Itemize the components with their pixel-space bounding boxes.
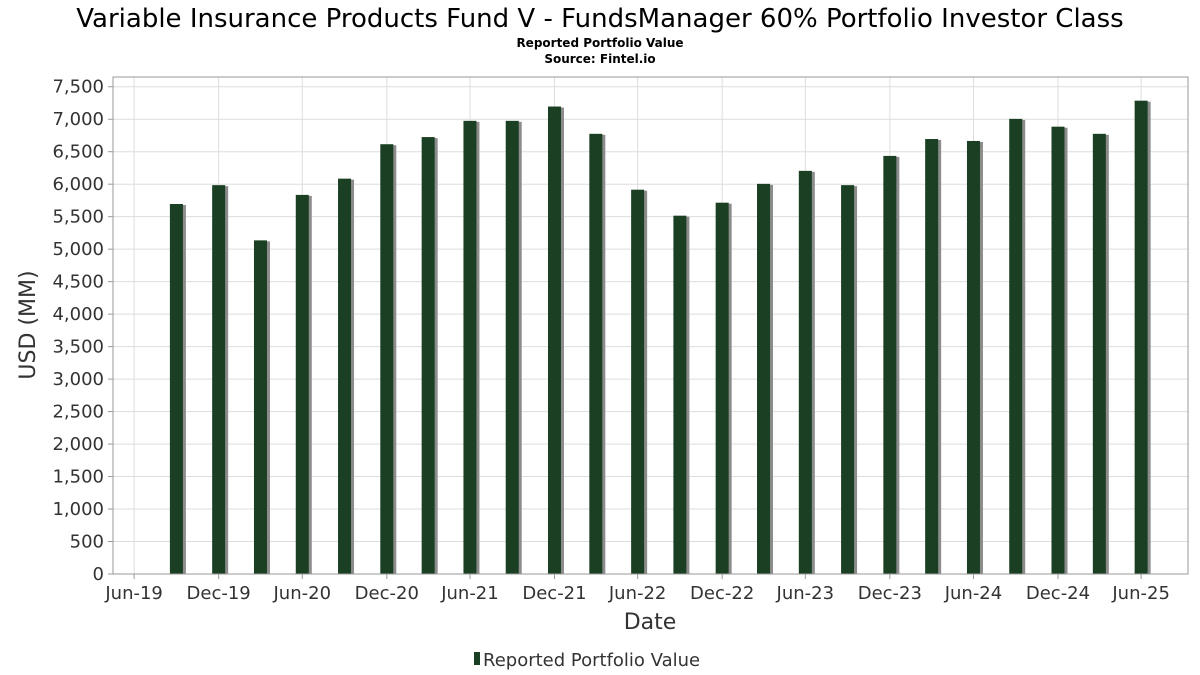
bar [1092, 133, 1106, 574]
bar [673, 215, 687, 574]
chart-title: Variable Insurance Products Fund V - Fun… [76, 4, 1123, 34]
x-axis: Jun-19 Dec-19 Jun-20 Dec-20 Jun-21 Dec-21 Jun-… [104, 574, 1170, 604]
bar [547, 106, 561, 574]
bar [1009, 118, 1023, 575]
legend: Reported Portfolio Value [474, 650, 700, 671]
x-tick-label: Dec-19 [187, 583, 251, 604]
bar [966, 140, 980, 574]
y-tick-label: 500 [70, 532, 104, 553]
bar [631, 189, 645, 574]
x-tick-label: Jun-19 [104, 583, 163, 604]
bar [757, 183, 771, 574]
x-tick-label: Jun-25 [1111, 583, 1170, 604]
x-tick-label: Dec-21 [522, 583, 586, 604]
bar [715, 202, 729, 574]
x-tick-label: Dec-20 [355, 583, 419, 604]
y-tick-label: 5,500 [52, 207, 104, 228]
bar [380, 144, 394, 574]
y-tick-label: 3,500 [52, 337, 104, 358]
bar [295, 194, 309, 574]
chart-subtitle: Reported Portfolio Value [516, 36, 683, 50]
bar [253, 240, 267, 575]
bar [421, 137, 435, 574]
y-tick-label: 6,000 [52, 174, 104, 195]
chart-source: Source: Fintel.io [544, 52, 655, 66]
bar [1134, 100, 1148, 574]
x-tick-label: Jun-24 [944, 583, 1003, 604]
x-tick-label: Jun-23 [776, 583, 835, 604]
legend-label: Reported Portfolio Value [483, 650, 700, 671]
plot-area [113, 77, 1188, 574]
y-tick-label: 7,000 [52, 109, 104, 130]
y-tick-label: 0 [93, 564, 104, 585]
bar [505, 120, 519, 574]
bar [338, 178, 352, 574]
y-tick-label: 4,000 [52, 304, 104, 325]
y-axis: 0 500 1,000 1,500 2,000 2,500 3,000 3,500 4,000 4… [52, 77, 113, 585]
bar [212, 185, 226, 575]
x-tick-label: Dec-22 [690, 583, 754, 604]
x-axis-label: Date [624, 610, 677, 635]
bar [1051, 126, 1065, 575]
y-tick-label: 5,000 [52, 239, 104, 260]
plot-frame [112, 76, 1189, 575]
x-tick-label: Jun-22 [608, 583, 667, 604]
bar [925, 139, 939, 574]
bar [463, 120, 477, 574]
x-tick-label: Dec-24 [1026, 583, 1090, 604]
x-tick-label: Jun-20 [273, 583, 332, 604]
y-tick-label: 3,000 [52, 369, 104, 390]
x-tick-label: Dec-23 [858, 583, 922, 604]
y-tick-label: 7,500 [52, 77, 104, 98]
legend-swatch [474, 652, 480, 665]
y-tick-label: 4,500 [52, 272, 104, 293]
y-axis-label: USD (MM) [16, 270, 41, 379]
bars [169, 100, 1151, 575]
bar [883, 155, 897, 575]
y-tick-label: 1,500 [52, 467, 104, 488]
bar [169, 203, 183, 574]
bar [798, 170, 812, 574]
x-tick-label: Jun-21 [440, 583, 499, 604]
y-tick-label: 2,000 [52, 434, 104, 455]
y-tick-label: 2,500 [52, 402, 104, 423]
bar [841, 185, 855, 575]
y-tick-label: 6,500 [52, 142, 104, 163]
y-tick-label: 1,000 [52, 499, 104, 520]
bar [589, 133, 603, 574]
